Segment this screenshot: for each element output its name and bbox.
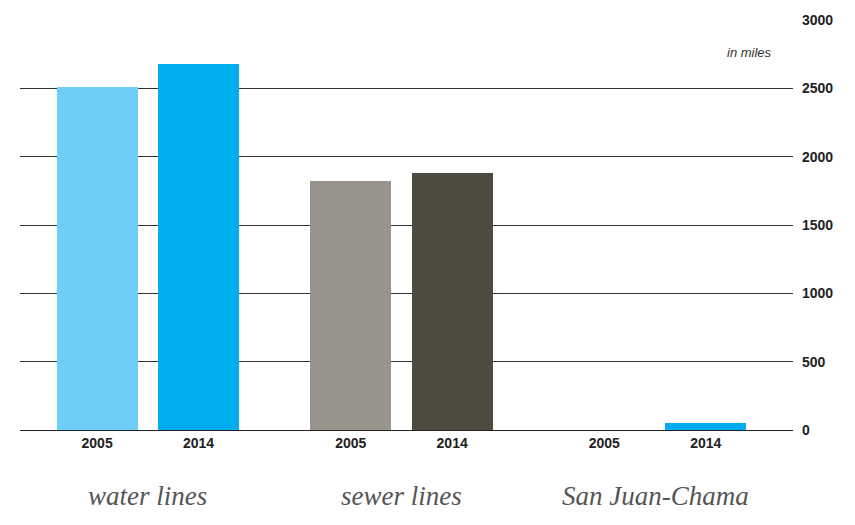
svg-text:3000: 3000: [802, 12, 833, 28]
svg-text:2005: 2005: [335, 435, 366, 451]
svg-text:2500: 2500: [802, 80, 833, 96]
svg-text:2014: 2014: [437, 435, 468, 451]
svg-text:0: 0: [802, 422, 810, 438]
svg-text:2000: 2000: [802, 149, 833, 165]
svg-text:sewer lines: sewer lines: [341, 481, 462, 511]
svg-text:2014: 2014: [690, 435, 721, 451]
svg-text:in miles: in miles: [727, 45, 772, 60]
svg-text:San Juan-Chama: San Juan-Chama: [562, 481, 749, 511]
svg-text:2005: 2005: [589, 435, 620, 451]
svg-text:500: 500: [802, 354, 826, 370]
svg-text:2005: 2005: [82, 435, 113, 451]
svg-text:1000: 1000: [802, 285, 833, 301]
svg-text:2014: 2014: [183, 435, 214, 451]
svg-text:water lines: water lines: [88, 481, 207, 511]
svg-text:1500: 1500: [802, 217, 833, 233]
